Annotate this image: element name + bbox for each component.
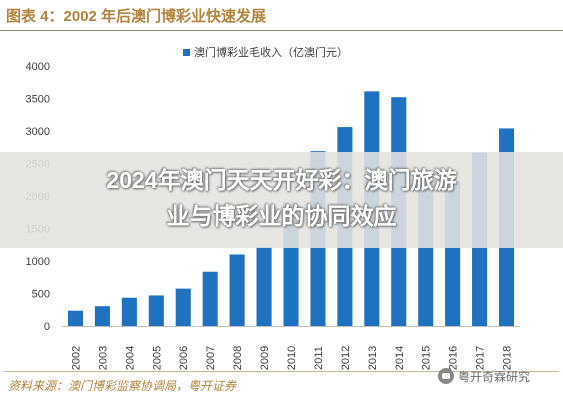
x-tick-label: 2017 (475, 346, 487, 370)
bar (67, 310, 84, 326)
banner-headline: 2024年澳门天天开好彩：澳门旅游 业与博彩业的协同效应 (0, 162, 563, 234)
x-tick-label: 2007 (205, 346, 217, 370)
legend-label: 澳门博彩业毛收入（亿澳门元） (194, 45, 348, 59)
x-tick-label: 2011 (313, 346, 325, 370)
x-tick-label: 2004 (124, 346, 136, 370)
x-axis-ticks: 2002 2003 2004 2005 2006 2007 2008 2009 2010 2011… (70, 346, 513, 370)
x-tick-label: 2002 (70, 346, 82, 370)
watermark: 粤开奇霖研究 (438, 367, 530, 385)
y-tick-label: 3000 (26, 126, 50, 138)
x-tick-label: 2015 (421, 346, 433, 370)
x-tick-label: 2008 (232, 346, 244, 370)
banner-line-1: 2024年澳门天天开好彩：澳门旅游 (106, 167, 457, 193)
x-tick-label: 2010 (286, 346, 298, 370)
legend-swatch (183, 49, 190, 56)
y-tick-label: 0 (44, 321, 50, 333)
x-tick-label: 2018 (502, 346, 514, 370)
legend: 澳门博彩业毛收入（亿澳门元） (183, 45, 348, 59)
bar (175, 288, 191, 327)
banner-line-2: 业与博彩业的协同效应 (166, 203, 397, 229)
x-tick-label: 2005 (151, 346, 163, 370)
watermark-text: 粤开奇霖研究 (458, 369, 531, 384)
x-tick-label: 2014 (394, 346, 406, 370)
x-tick-label: 2012 (340, 346, 352, 370)
bar (121, 297, 137, 326)
x-tick-label: 2016 (448, 346, 460, 370)
y-tick-label: 4000 (26, 61, 50, 73)
x-tick-label: 2013 (367, 346, 379, 370)
y-tick-label: 1000 (26, 256, 50, 268)
x-tick-label: 2003 (97, 346, 109, 370)
x-tick-label: 2009 (259, 346, 271, 370)
y-tick-label: 500 (32, 289, 50, 301)
source-note: 资料来源：澳门博彩监察协调局，粤开证券 (8, 379, 237, 393)
bar (256, 247, 272, 326)
bar (148, 295, 164, 326)
figure-title: 图表 4：2002 年后澳门博彩业快速发展 (6, 8, 267, 25)
overlay-banner: 2024年澳门天天开好彩：澳门旅游 业与博彩业的协同效应 (0, 152, 563, 248)
bar (202, 271, 218, 326)
x-tick-label: 2006 (178, 346, 190, 370)
y-tick-label: 3500 (26, 94, 50, 106)
bar (229, 254, 245, 326)
figure-header: 图表 4：2002 年后澳门博彩业快速发展 (0, 0, 563, 31)
bar (94, 306, 110, 326)
wechat-icon (438, 368, 454, 384)
footer-divider (4, 371, 559, 372)
